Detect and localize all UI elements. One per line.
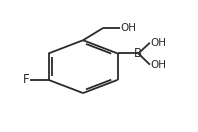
Text: B: B — [134, 47, 142, 60]
Text: OH: OH — [151, 38, 167, 48]
Text: OH: OH — [151, 60, 167, 70]
Text: F: F — [23, 73, 29, 86]
Text: OH: OH — [121, 23, 137, 33]
